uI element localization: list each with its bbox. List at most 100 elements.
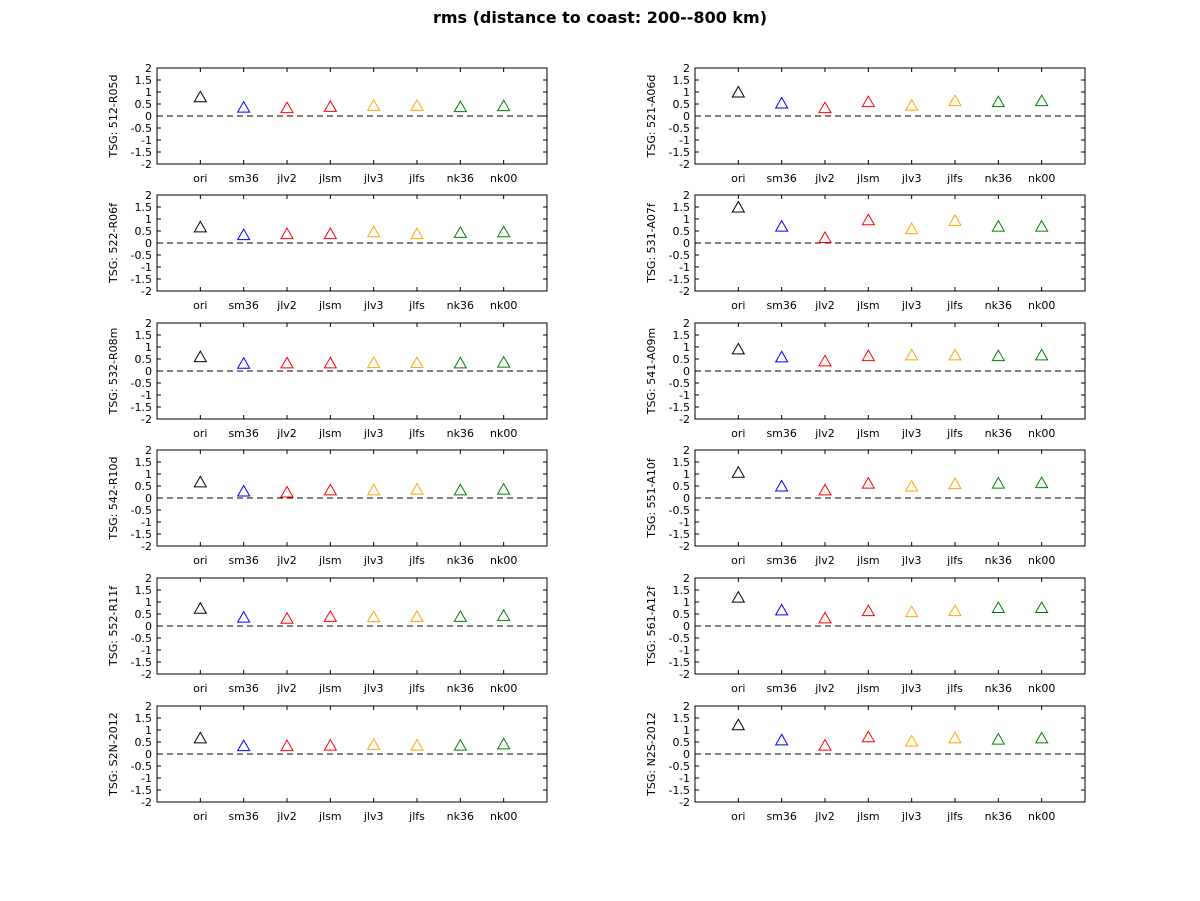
x-tick-label: jlv2 (814, 682, 835, 695)
x-tick-label: ori (193, 682, 207, 695)
data-point-marker-ori (193, 350, 208, 363)
data-point-marker-nk36 (991, 349, 1006, 362)
subplot: 21.510.50-0.5-1-1.5-2 ori sm36 jlv2 jlsm jlv3… (645, 572, 1086, 695)
y-tick-label: 1 (145, 213, 152, 226)
x-tick-label: ori (193, 427, 207, 440)
y-tick-label: -1.5 (131, 528, 152, 541)
data-point-marker-sm36 (236, 610, 251, 623)
x-tick-label: nk00 (490, 299, 517, 312)
data-point-marker-jlv3 (904, 479, 919, 492)
data-point-marker-jlv2 (280, 356, 294, 369)
y-tick-label: -1 (141, 134, 152, 147)
x-tick-label: sm36 (766, 682, 796, 695)
x-tick-label: jlsm (318, 427, 342, 440)
y-tick-label: -1.5 (669, 401, 690, 414)
data-point-marker-jlv2 (280, 227, 294, 240)
x-tick-label: jlv2 (814, 172, 835, 185)
data-point-marker-nk00 (1034, 600, 1049, 613)
y-tick-label: 0.5 (135, 98, 153, 111)
x-tick-label: nk00 (490, 554, 517, 567)
y-tick-label: -1.5 (131, 784, 152, 797)
y-tick-label: 0.5 (673, 225, 691, 238)
data-point-marker-sm36 (774, 350, 789, 363)
x-tick-label: nk00 (1028, 810, 1055, 823)
y-tick-label: 0.5 (135, 480, 153, 493)
x-tick-label: sm36 (766, 427, 796, 440)
data-point-marker-sm36 (774, 479, 789, 492)
data-point-marker-jlv3 (366, 98, 381, 111)
y-tick-label: 0.5 (135, 225, 153, 238)
x-tick-label: sm36 (766, 810, 796, 823)
x-tick-label: jlsm (318, 172, 342, 185)
data-point-marker-jlv2 (818, 354, 832, 367)
x-tick-label: jlv2 (276, 427, 297, 440)
data-point-marker-jlv2 (818, 738, 832, 751)
data-point-marker-jlv2 (818, 483, 832, 496)
data-point-marker-jlv3 (366, 737, 381, 750)
y-tick-label: 2 (683, 444, 690, 457)
y-tick-label: -2 (141, 796, 152, 809)
x-tick-label: jlv3 (363, 299, 384, 312)
data-point-marker-ori (731, 200, 746, 213)
y-tick-label: 0 (145, 237, 152, 250)
y-axis-label: TSG: 561-A12f (645, 585, 658, 667)
x-tick-label: sm36 (228, 682, 258, 695)
data-point-marker-jlfs (948, 477, 962, 490)
x-tick-label: jlv3 (901, 427, 922, 440)
y-tick-label: 0 (683, 365, 690, 378)
x-tick-label: jlv2 (814, 299, 835, 312)
x-tick-label: nk36 (447, 682, 474, 695)
x-tick-label: nk36 (447, 810, 474, 823)
x-tick-label: nk36 (447, 554, 474, 567)
data-point-marker-jlv2 (280, 101, 294, 114)
data-point-marker-ori (731, 85, 746, 98)
data-point-marker-sm36 (236, 484, 251, 497)
x-tick-label: nk00 (490, 427, 517, 440)
y-tick-label: -1.5 (669, 656, 690, 669)
data-point-marker-jlsm (323, 99, 338, 112)
y-tick-label: 1 (145, 596, 152, 609)
y-tick-label: -1.5 (669, 528, 690, 541)
x-tick-label: jlfs (408, 299, 425, 312)
x-tick-label: jlv3 (363, 554, 384, 567)
x-tick-label: ori (193, 299, 207, 312)
y-tick-label: 0.5 (673, 353, 691, 366)
data-point-marker-jlv2 (280, 611, 294, 624)
y-tick-label: -0.5 (669, 377, 690, 390)
y-tick-label: -2 (141, 540, 152, 553)
y-tick-label: -1 (141, 772, 152, 785)
data-point-marker-jlv3 (904, 222, 919, 235)
x-tick-label: sm36 (228, 554, 258, 567)
x-tick-label: nk00 (1028, 299, 1055, 312)
y-tick-label: 2 (683, 62, 690, 75)
data-point-marker-nk00 (496, 608, 511, 621)
data-point-marker-nk36 (453, 738, 468, 751)
data-point-marker-nk36 (453, 225, 468, 238)
x-tick-label: jlfs (946, 172, 963, 185)
data-point-marker-jlfs (948, 348, 962, 361)
x-tick-label: nk00 (1028, 427, 1055, 440)
data-point-marker-nk36 (991, 95, 1006, 108)
data-point-marker-jlsm (861, 349, 876, 362)
data-point-marker-sm36 (236, 100, 251, 113)
subplot: 21.510.50-0.5-1-1.5-2 ori sm36 jlv2 jlsm jlv3… (107, 444, 548, 567)
data-point-marker-ori (193, 731, 208, 744)
y-tick-label: -1 (679, 134, 690, 147)
data-point-marker-jlsm (323, 227, 338, 240)
data-point-marker-sm36 (774, 733, 789, 746)
x-tick-label: jlv2 (814, 427, 835, 440)
y-tick-label: 2 (683, 189, 690, 202)
data-point-marker-nk00 (496, 737, 511, 750)
x-tick-label: jlsm (318, 299, 342, 312)
data-point-marker-jlsm (861, 95, 876, 108)
x-tick-label: ori (731, 682, 745, 695)
x-tick-label: ori (193, 810, 207, 823)
x-tick-label: sm36 (228, 172, 258, 185)
data-point-marker-nk00 (1034, 219, 1049, 232)
data-point-marker-sm36 (236, 356, 251, 369)
data-point-marker-jlfs (410, 738, 424, 751)
x-tick-label: nk36 (985, 682, 1012, 695)
data-point-marker-nk36 (453, 356, 468, 369)
subplot: 21.510.50-0.5-1-1.5-2 ori sm36 jlv2 jlsm jlv3… (645, 700, 1086, 823)
data-point-marker-ori (193, 475, 208, 488)
